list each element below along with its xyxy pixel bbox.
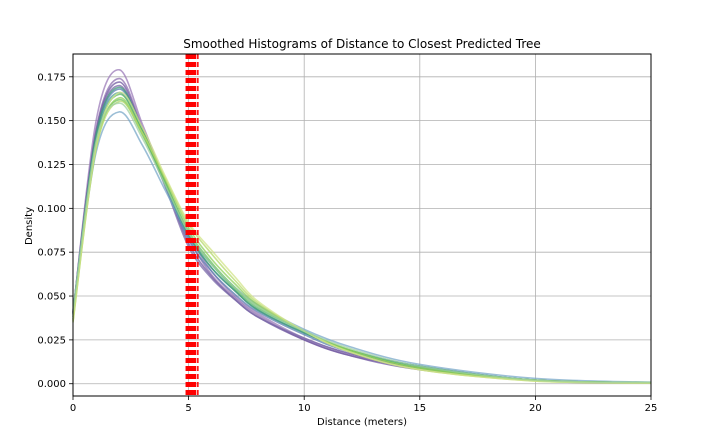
y-tick-label: 0.125	[37, 160, 66, 171]
y-tick-label: 0.100	[37, 204, 66, 215]
y-tick-label: 0.000	[37, 379, 66, 390]
x-tick-label: 5	[185, 403, 191, 414]
plot-area-frame	[72, 53, 652, 397]
y-tick-label: 0.050	[37, 292, 66, 303]
density-curve-14	[72, 102, 652, 384]
x-tick-label: 20	[529, 403, 542, 414]
y-tick-label: 0.175	[37, 72, 66, 83]
y-axis-ticks: 0.000 0.025 0.050 0.075 0.100 0.125 0.150 0.175	[37, 72, 73, 390]
x-tick-label: 25	[645, 403, 658, 414]
y-axis-label: Density	[24, 207, 35, 245]
x-tick-label: 0	[70, 403, 76, 414]
x-axis-label: Distance (meters)	[317, 417, 407, 428]
y-tick-label: 0.025	[37, 335, 66, 346]
density-curve-11	[72, 97, 652, 384]
threshold-lines	[185, 54, 199, 396]
x-tick-label: 10	[298, 403, 311, 414]
chart-title: Smoothed Histograms of Distance to Close…	[183, 37, 541, 51]
y-tick-label: 0.075	[37, 248, 66, 259]
density-curve-13	[72, 91, 652, 384]
series-layer	[72, 68, 652, 384]
y-tick-label: 0.150	[37, 116, 66, 127]
x-axis-ticks: 0 5 10 15 20 25	[70, 396, 658, 414]
x-tick-label: 15	[413, 403, 426, 414]
